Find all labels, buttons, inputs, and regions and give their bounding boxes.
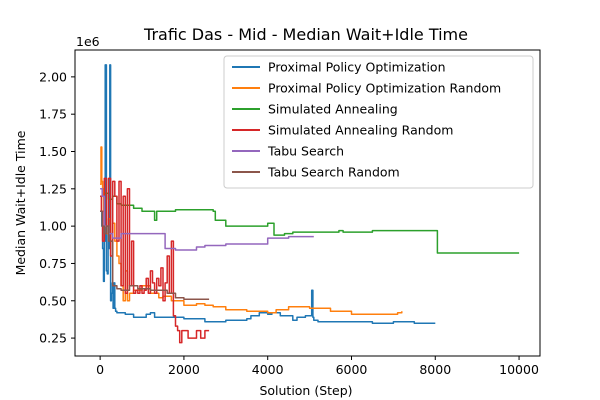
y-axis: 0.25 0.50 0.75 1.00 1.25 1.50 1.75 2.00 — [39, 69, 75, 346]
x-tick-label: 10000 — [499, 362, 539, 377]
x-tick-label: 2000 — [168, 362, 200, 377]
legend-label: Simulated Annealing Random — [268, 123, 453, 138]
legend-label: Tabu Search — [267, 144, 344, 159]
legend-box — [223, 55, 534, 189]
y-tick-label: 2.00 — [39, 69, 67, 84]
y-tick-label: 0.75 — [39, 256, 67, 271]
chart-title: Trafic Das - Mid - Median Wait+Idle Time — [143, 25, 468, 44]
y-axis-label: Median Wait+Idle Time — [13, 130, 28, 275]
series-line-0 — [100, 64, 436, 324]
x-tick-label: 8000 — [419, 362, 451, 377]
y-tick-label: 1.50 — [39, 144, 67, 159]
series-line-3 — [100, 177, 210, 344]
legend-label: Tabu Search Random — [267, 165, 400, 180]
y-tick-label: 1.25 — [39, 181, 67, 196]
series-line-5 — [100, 210, 210, 301]
x-axis-label: Solution (Step) — [259, 383, 352, 398]
x-tick-label: 4000 — [252, 362, 284, 377]
y-tick-label: 0.25 — [39, 331, 67, 346]
y-tick-label: 0.50 — [39, 293, 67, 308]
x-tick-label: 0 — [96, 362, 104, 377]
y-tick-label: 1.00 — [39, 219, 67, 234]
legend: Proximal Policy Optimization Proximal Pol… — [223, 55, 534, 189]
y-multiplier-label: 1e6 — [76, 34, 100, 49]
plot-frame — [74, 49, 541, 357]
legend-label: Simulated Annealing — [268, 102, 398, 117]
legend-label: Proximal Policy Optimization Random — [268, 81, 501, 96]
legend-label: Proximal Policy Optimization — [268, 60, 446, 75]
x-tick-label: 6000 — [336, 362, 368, 377]
y-tick-label: 1.75 — [39, 107, 67, 122]
x-axis: 0 2000 4000 6000 8000 10000 — [96, 356, 539, 377]
plot-area — [100, 64, 520, 344]
